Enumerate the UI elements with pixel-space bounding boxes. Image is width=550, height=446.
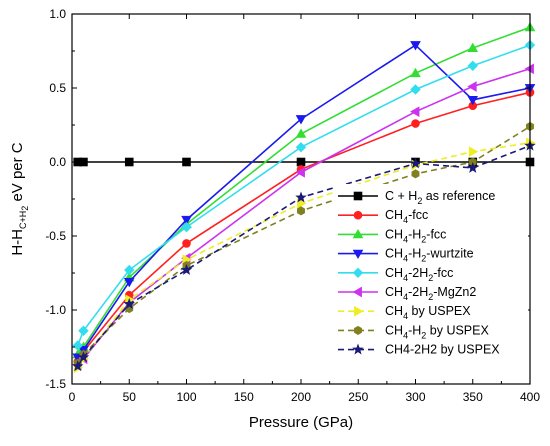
data-point — [72, 340, 83, 351]
data-point — [410, 41, 421, 51]
data-point — [180, 263, 193, 275]
legend-label: CH4 by USPEX — [385, 304, 471, 321]
legend-item: CH4-H2-wurtzite — [338, 247, 474, 264]
legend-marker — [352, 286, 362, 298]
legend-label: CH4-H2-wurtzite — [385, 247, 474, 264]
data-point — [295, 128, 307, 138]
data-point — [182, 239, 191, 248]
legend-label: CH4-2H2-MgZn2 — [385, 285, 476, 302]
legend-marker — [353, 191, 363, 201]
data-point — [78, 325, 89, 336]
data-point — [79, 157, 88, 167]
data-point — [467, 42, 479, 52]
legend-marker — [352, 228, 364, 239]
legend-item: CH4-2H2-fcc — [338, 266, 453, 283]
data-point — [468, 146, 479, 157]
legend-marker — [352, 343, 364, 355]
series-line — [76, 44, 531, 346]
legend-label: C + H2 as reference — [385, 189, 495, 206]
y-tick-label: 0.5 — [49, 81, 66, 95]
data-point — [297, 206, 305, 216]
series-0 — [73, 157, 535, 167]
data-point — [467, 81, 477, 92]
legend-marker — [354, 325, 362, 335]
data-point — [124, 157, 134, 167]
legend-item: CH4 by USPEX — [338, 304, 471, 321]
y-tick-label: -0.5 — [45, 229, 66, 243]
y-tick-label: -1.5 — [45, 377, 66, 391]
legend-item: CH4-H2 by USPEX — [338, 323, 489, 340]
legend-marker — [352, 267, 364, 279]
y-axis-title: H-HC+H2 eV per C — [9, 142, 30, 255]
data-point — [295, 167, 305, 178]
data-point — [410, 67, 421, 78]
data-point — [467, 95, 479, 106]
legend-label: CH4-fcc — [385, 208, 428, 225]
legend-item: CH4-2H2 by USPEX — [338, 343, 500, 357]
data-point — [410, 84, 421, 95]
y-title-sub: C+H — [18, 211, 28, 229]
data-point — [295, 115, 307, 125]
legend-item: CH4-H2-fcc — [338, 227, 446, 244]
data-point — [123, 298, 136, 309]
x-tick-label: 150 — [234, 390, 254, 404]
y-tick-label: 1.0 — [49, 7, 66, 21]
legend-item: CH4-fcc — [338, 208, 428, 225]
x-tick-label: 100 — [176, 390, 196, 404]
data-point — [295, 141, 307, 153]
y-tick-label: -1.0 — [45, 303, 66, 317]
x-tick-label: 50 — [123, 390, 137, 404]
data-point — [71, 360, 84, 372]
ticks-layer: 0 50 100 150 200 250 300 350 400 -1.5 -1.0 -0.5 0.0 0… — [45, 7, 540, 404]
legend-label: CH4-2H2-fcc — [385, 266, 453, 283]
legend-label: CH4-2H2 by USPEX — [385, 343, 500, 357]
legend-marker — [354, 305, 364, 317]
legend-item: C + H2 as reference — [338, 189, 495, 206]
series-line — [77, 144, 531, 367]
data-point — [466, 161, 479, 173]
data-point — [124, 264, 135, 276]
x-tick-label: 200 — [291, 390, 311, 404]
y-tick-label: 0.0 — [49, 155, 66, 169]
x-axis-title: Pressure (GPa) — [249, 414, 353, 431]
data-point — [411, 119, 420, 128]
y-title-rest: eV per C — [9, 142, 26, 206]
legend: C + H2 as reference CH4-fcc CH4-H2-fcc CH4-… — [334, 184, 528, 363]
series-layer — [71, 21, 536, 374]
legend-label: CH4-H2-fcc — [385, 227, 446, 244]
data-point — [181, 221, 192, 233]
data-point — [181, 215, 192, 226]
data-point — [77, 351, 90, 363]
series-line — [77, 125, 531, 364]
x-tick-label: 400 — [520, 390, 540, 404]
x-tick-label: 250 — [348, 390, 368, 404]
data-point — [411, 169, 420, 179]
legend-item: CH4-2H2-MgZn2 — [338, 285, 476, 302]
series-4 — [72, 39, 536, 351]
legend-marker — [353, 210, 363, 220]
data-point — [295, 191, 307, 203]
legend-label: CH4-H2 by USPEX — [385, 323, 489, 340]
data-point — [467, 60, 478, 72]
data-point — [296, 157, 306, 167]
y-title-base: H-H — [9, 229, 26, 256]
series-line — [77, 26, 531, 355]
x-tick-label: 0 — [69, 390, 76, 404]
data-point — [410, 106, 420, 117]
data-point — [182, 157, 191, 167]
data-point — [409, 157, 422, 169]
data-point — [123, 277, 135, 288]
legend-marker — [352, 249, 364, 260]
x-tick-label: 350 — [463, 390, 483, 404]
y-title-subsub: 2 — [20, 206, 30, 211]
x-tick-label: 300 — [405, 390, 425, 404]
series-line — [77, 91, 531, 363]
